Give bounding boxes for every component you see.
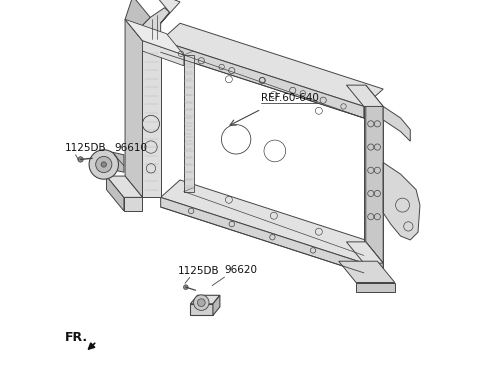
Polygon shape: [191, 295, 220, 304]
Polygon shape: [143, 8, 169, 41]
Circle shape: [183, 285, 188, 289]
Polygon shape: [366, 242, 383, 283]
Polygon shape: [125, 0, 150, 41]
Polygon shape: [339, 261, 395, 283]
Text: FR.: FR.: [65, 331, 88, 344]
Text: 1125DB: 1125DB: [178, 265, 220, 276]
Circle shape: [101, 162, 107, 167]
Polygon shape: [383, 163, 420, 240]
Polygon shape: [347, 85, 383, 106]
Polygon shape: [143, 41, 161, 197]
Circle shape: [193, 295, 209, 310]
Polygon shape: [184, 55, 193, 192]
Polygon shape: [107, 176, 124, 211]
Text: 96610: 96610: [114, 143, 147, 153]
Text: REF.60-640: REF.60-640: [261, 92, 319, 103]
Text: 1125DB: 1125DB: [65, 143, 107, 153]
Circle shape: [89, 150, 119, 179]
Circle shape: [78, 157, 83, 162]
Polygon shape: [107, 176, 143, 197]
Circle shape: [96, 156, 112, 173]
Polygon shape: [383, 106, 410, 141]
Circle shape: [197, 299, 205, 307]
Polygon shape: [356, 283, 395, 292]
Polygon shape: [364, 263, 383, 283]
Polygon shape: [191, 304, 213, 315]
Polygon shape: [107, 151, 124, 172]
Polygon shape: [124, 197, 143, 211]
Polygon shape: [161, 180, 383, 263]
Polygon shape: [152, 0, 180, 23]
Polygon shape: [364, 106, 383, 263]
Polygon shape: [213, 295, 220, 315]
Polygon shape: [125, 19, 143, 197]
Polygon shape: [143, 41, 184, 66]
Polygon shape: [161, 41, 364, 118]
Polygon shape: [161, 23, 383, 106]
Polygon shape: [161, 197, 364, 273]
Polygon shape: [347, 242, 383, 263]
Text: 96620: 96620: [225, 265, 257, 275]
Polygon shape: [125, 19, 184, 55]
Polygon shape: [366, 85, 383, 263]
